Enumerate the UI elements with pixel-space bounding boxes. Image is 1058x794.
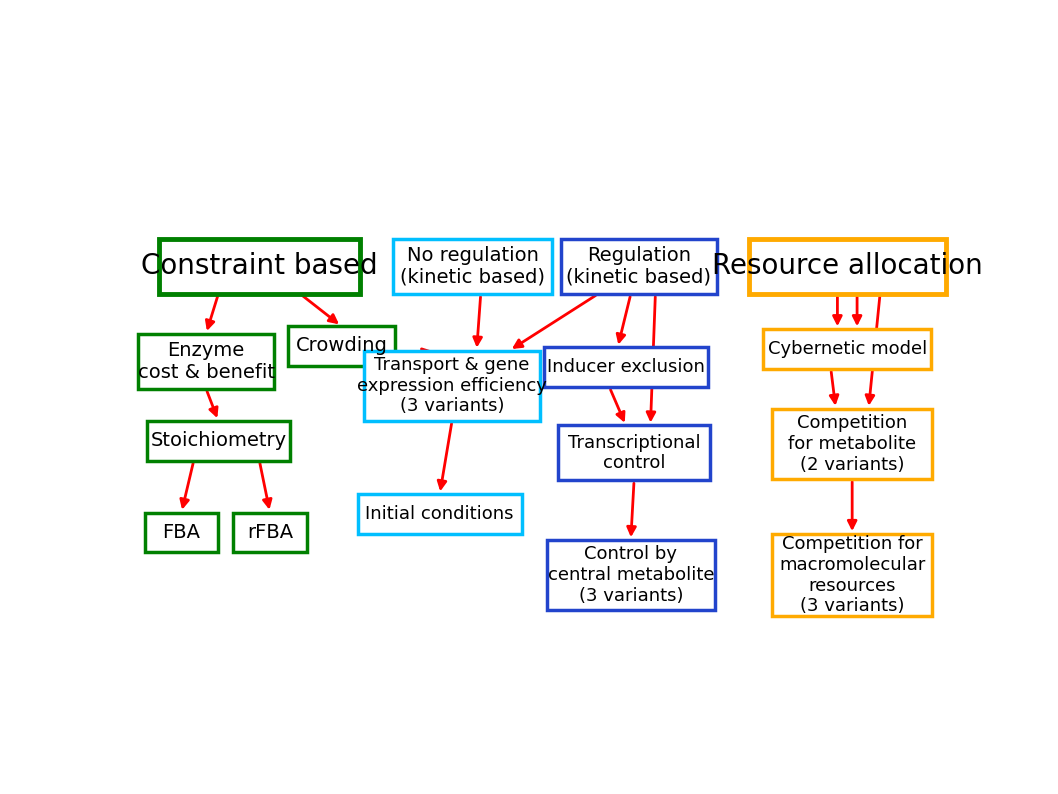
FancyBboxPatch shape	[561, 239, 717, 294]
Text: No regulation
(kinetic based): No regulation (kinetic based)	[400, 246, 545, 287]
Text: Regulation
(kinetic based): Regulation (kinetic based)	[566, 246, 711, 287]
FancyBboxPatch shape	[139, 333, 274, 389]
FancyBboxPatch shape	[772, 409, 932, 479]
Text: Resource allocation: Resource allocation	[712, 252, 983, 280]
FancyBboxPatch shape	[772, 534, 932, 616]
FancyBboxPatch shape	[288, 326, 395, 366]
FancyBboxPatch shape	[544, 348, 708, 387]
FancyBboxPatch shape	[147, 421, 290, 461]
Text: Cybernetic model: Cybernetic model	[768, 340, 927, 358]
Text: Crowding: Crowding	[295, 337, 387, 356]
FancyBboxPatch shape	[559, 426, 710, 480]
Text: FBA: FBA	[163, 523, 200, 542]
Text: Competition for
macromolecular
resources
(3 variants): Competition for macromolecular resources…	[779, 535, 926, 615]
FancyBboxPatch shape	[364, 350, 541, 421]
Text: Transport & gene
expression efficiency
(3 variants): Transport & gene expression efficiency (…	[358, 356, 547, 415]
Text: Enzyme
cost & benefit: Enzyme cost & benefit	[138, 341, 274, 382]
FancyBboxPatch shape	[749, 239, 946, 294]
FancyBboxPatch shape	[763, 330, 931, 369]
FancyBboxPatch shape	[145, 513, 218, 553]
Text: Initial conditions: Initial conditions	[365, 505, 514, 523]
Text: Inducer exclusion: Inducer exclusion	[547, 358, 705, 376]
FancyBboxPatch shape	[358, 494, 522, 534]
FancyBboxPatch shape	[547, 540, 715, 611]
FancyBboxPatch shape	[159, 239, 360, 294]
Text: Stoichiometry: Stoichiometry	[150, 431, 287, 450]
FancyBboxPatch shape	[233, 513, 307, 553]
Text: Transcriptional
control: Transcriptional control	[568, 434, 700, 472]
Text: Control by
central metabolite
(3 variants): Control by central metabolite (3 variant…	[548, 545, 714, 605]
Text: Competition
for metabolite
(2 variants): Competition for metabolite (2 variants)	[788, 414, 916, 473]
Text: Constraint based: Constraint based	[141, 252, 378, 280]
Text: rFBA: rFBA	[247, 523, 293, 542]
FancyBboxPatch shape	[393, 239, 552, 294]
